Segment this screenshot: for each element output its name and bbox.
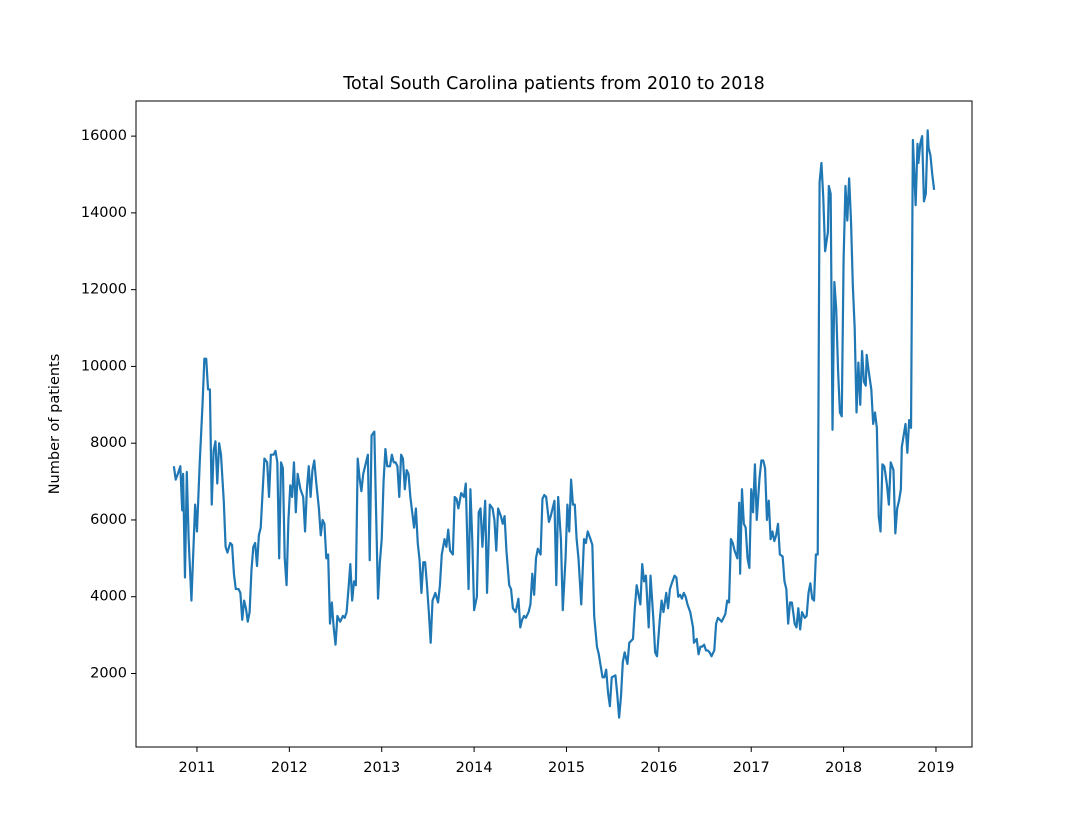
x-tick-label: 2014 [456,760,493,776]
x-tick-label: 2013 [363,760,400,776]
y-tick-label: 4000 [90,589,127,605]
plot-frame [135,100,973,748]
y-tick-label: 12000 [81,282,127,298]
y-tick-label: 6000 [90,512,127,528]
x-tick-label: 2017 [733,760,770,776]
y-tick-label: 14000 [81,205,127,221]
y-tick-label: 2000 [90,665,127,681]
y-tick-label: 8000 [90,435,127,451]
x-tick-label: 2011 [179,760,216,776]
y-tick-label: 10000 [81,358,127,374]
chart-title: Total South Carolina patients from 2010 … [342,74,764,94]
x-tick-label: 2012 [271,760,308,776]
x-tick-label: 2019 [918,760,955,776]
x-tick-label: 2015 [548,760,585,776]
y-axis-label: Number of patients [47,354,63,495]
data-line [172,129,936,719]
x-tick-label: 2016 [640,760,677,776]
y-tick-label: 16000 [81,128,127,144]
x-tick-label: 2018 [825,760,862,776]
